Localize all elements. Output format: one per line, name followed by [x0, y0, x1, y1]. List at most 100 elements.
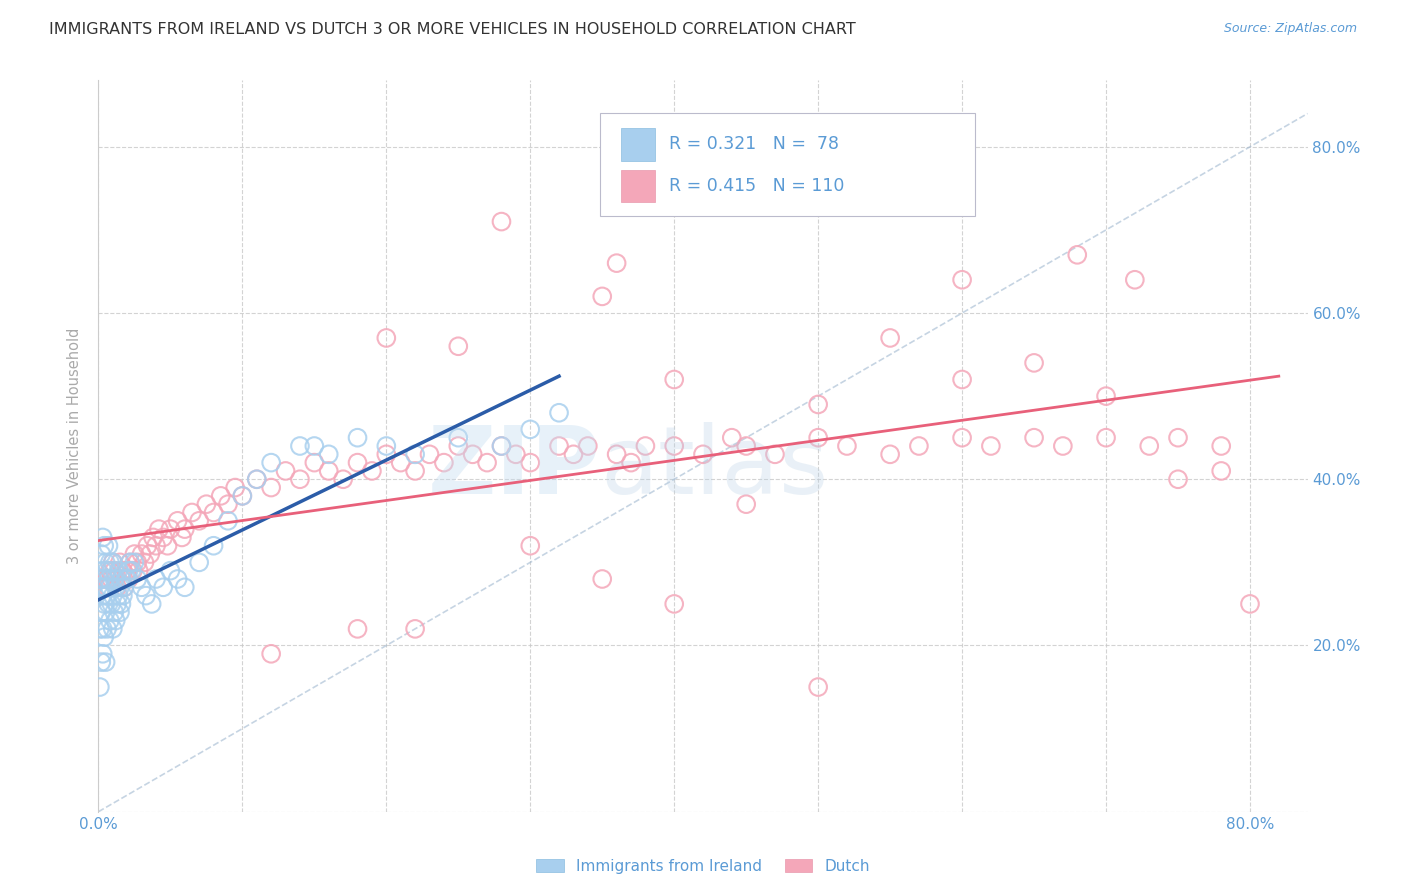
- Point: [389, 456, 412, 470]
- Point: [1066, 248, 1088, 262]
- Point: [94, 580, 117, 594]
- Point: [720, 431, 742, 445]
- Point: [115, 564, 138, 578]
- Point: [101, 555, 124, 569]
- Point: [763, 447, 786, 461]
- Point: [98, 580, 121, 594]
- Point: [879, 447, 901, 461]
- Point: [188, 555, 211, 569]
- Point: [90, 547, 112, 561]
- Point: [908, 439, 931, 453]
- Point: [124, 555, 146, 569]
- Point: [91, 572, 114, 586]
- Point: [136, 539, 159, 553]
- Point: [89, 680, 111, 694]
- Point: [404, 622, 426, 636]
- FancyBboxPatch shape: [600, 113, 976, 216]
- Point: [118, 572, 141, 586]
- Point: [104, 572, 127, 586]
- Point: [93, 572, 115, 586]
- Point: [375, 439, 398, 453]
- Point: [139, 547, 162, 561]
- Point: [505, 447, 527, 461]
- Point: [91, 622, 114, 636]
- Point: [217, 497, 239, 511]
- Point: [519, 422, 541, 436]
- Point: [103, 572, 125, 586]
- Point: [1211, 464, 1233, 478]
- Point: [110, 572, 132, 586]
- Point: [97, 572, 120, 586]
- Point: [1022, 356, 1045, 370]
- Point: [491, 439, 513, 453]
- Point: [835, 439, 858, 453]
- Point: [950, 372, 973, 386]
- Point: [1052, 439, 1074, 453]
- Point: [166, 572, 188, 586]
- Point: [620, 456, 643, 470]
- Point: [224, 481, 246, 495]
- Text: IMMIGRANTS FROM IRELAND VS DUTCH 3 OR MORE VEHICLES IN HOUSEHOLD CORRELATION CHA: IMMIGRANTS FROM IRELAND VS DUTCH 3 OR MO…: [49, 22, 856, 37]
- Point: [96, 622, 118, 636]
- Point: [950, 273, 973, 287]
- Point: [418, 447, 440, 461]
- Point: [195, 497, 218, 511]
- Point: [100, 597, 122, 611]
- Point: [97, 539, 120, 553]
- Point: [807, 431, 830, 445]
- Point: [108, 555, 131, 569]
- Point: [103, 605, 125, 619]
- Point: [664, 597, 686, 611]
- Point: [288, 472, 311, 486]
- Point: [107, 589, 129, 603]
- Point: [447, 439, 470, 453]
- FancyBboxPatch shape: [621, 169, 655, 202]
- Point: [110, 572, 132, 586]
- Point: [491, 214, 513, 228]
- Point: [1137, 439, 1160, 453]
- Point: [807, 397, 830, 411]
- Point: [879, 331, 901, 345]
- Point: [111, 564, 134, 578]
- Point: [104, 580, 127, 594]
- Point: [98, 555, 121, 569]
- Point: [202, 506, 225, 520]
- Point: [101, 622, 124, 636]
- Point: [519, 456, 541, 470]
- Point: [404, 447, 426, 461]
- Point: [152, 580, 174, 594]
- Point: [96, 564, 118, 578]
- Point: [91, 589, 114, 603]
- Point: [94, 580, 117, 594]
- Point: [375, 331, 398, 345]
- Point: [332, 472, 354, 486]
- Point: [950, 431, 973, 445]
- Point: [115, 572, 138, 586]
- Point: [318, 447, 340, 461]
- Point: [122, 564, 145, 578]
- Point: [127, 555, 149, 569]
- Point: [664, 372, 686, 386]
- Point: [591, 289, 613, 303]
- Text: atlas: atlas: [600, 422, 828, 514]
- Point: [118, 564, 141, 578]
- Point: [576, 439, 599, 453]
- Point: [664, 439, 686, 453]
- FancyBboxPatch shape: [621, 128, 655, 161]
- Point: [548, 406, 571, 420]
- Point: [148, 522, 170, 536]
- Point: [97, 597, 120, 611]
- Point: [1095, 431, 1118, 445]
- Point: [433, 456, 456, 470]
- Point: [111, 589, 134, 603]
- Point: [217, 514, 239, 528]
- Point: [209, 489, 232, 503]
- Point: [173, 522, 195, 536]
- Point: [142, 530, 165, 544]
- Point: [202, 539, 225, 553]
- Point: [104, 614, 127, 628]
- Point: [112, 580, 135, 594]
- Point: [96, 572, 118, 586]
- Point: [375, 447, 398, 461]
- Point: [447, 431, 470, 445]
